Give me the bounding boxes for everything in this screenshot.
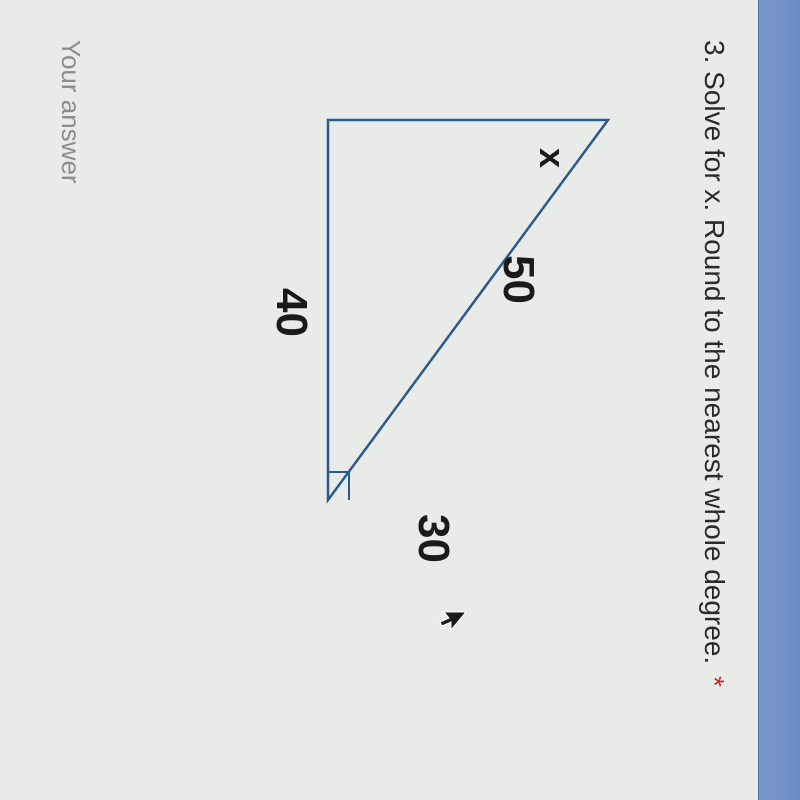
triangle-figure: 50 30 40 x <box>268 100 628 580</box>
rotated-content: 3. Solve for x. Round to the nearest who… <box>0 0 800 800</box>
window-title-bar <box>758 0 800 800</box>
base-side-label: 40 <box>266 288 316 337</box>
required-asterisk: * <box>699 676 730 687</box>
triangle-svg <box>268 100 628 580</box>
question-text: 3. Solve for x. Round to the nearest who… <box>698 40 730 760</box>
question-body: Solve for x. Round to the nearest whole … <box>699 71 730 664</box>
triangle-shape <box>328 120 608 500</box>
answer-prompt[interactable]: Your answer <box>55 40 86 184</box>
question-number: 3. <box>699 40 730 63</box>
question-area: 3. Solve for x. Round to the nearest who… <box>0 0 758 800</box>
hypotenuse-label: 50 <box>493 255 543 304</box>
angle-x-label: x <box>531 148 573 168</box>
vertical-side-label: 30 <box>408 514 458 563</box>
